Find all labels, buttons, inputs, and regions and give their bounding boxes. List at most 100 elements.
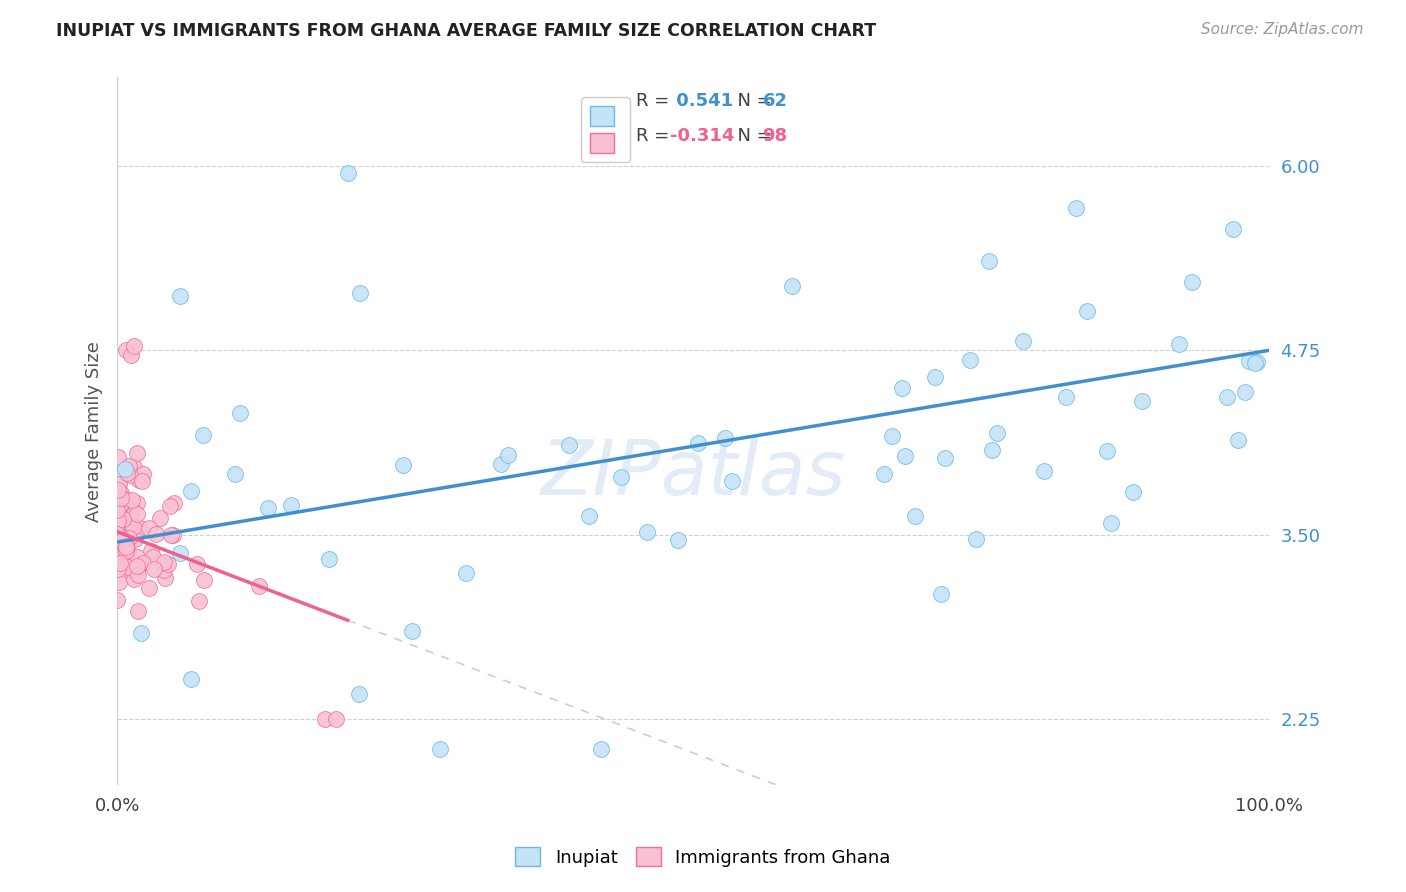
Legend: , : , <box>581 97 630 162</box>
Point <box>114 461 136 475</box>
Point <box>125 446 148 460</box>
Point <box>105 503 128 517</box>
Point <box>401 624 423 638</box>
Point <box>456 566 478 581</box>
Point <box>127 508 149 522</box>
Point <box>111 507 134 521</box>
Text: R =: R = <box>636 92 675 110</box>
Point <box>110 509 132 524</box>
Point <box>318 552 340 566</box>
Point <box>153 563 176 577</box>
Text: 0.541: 0.541 <box>671 92 734 110</box>
Point <box>139 544 162 558</box>
Point <box>188 594 211 608</box>
Point <box>280 498 302 512</box>
Point <box>124 532 146 546</box>
Point <box>1032 464 1054 478</box>
Point <box>110 498 132 512</box>
Point <box>714 431 737 445</box>
Point <box>1011 334 1033 348</box>
Point <box>924 370 946 384</box>
Point <box>159 499 181 513</box>
Point <box>117 544 139 558</box>
Point <box>142 550 165 565</box>
Point <box>882 429 904 443</box>
Point <box>118 459 141 474</box>
Point <box>105 593 128 607</box>
Point <box>159 528 181 542</box>
Text: 98: 98 <box>762 127 787 145</box>
Point <box>114 491 136 506</box>
Point <box>247 579 270 593</box>
Point <box>110 491 132 505</box>
Point <box>1064 201 1087 215</box>
Point <box>153 555 176 569</box>
Point <box>145 527 167 541</box>
Point <box>108 524 131 539</box>
Point <box>125 550 148 565</box>
Point <box>112 533 135 548</box>
Point <box>429 741 451 756</box>
Point <box>138 581 160 595</box>
Text: N =: N = <box>725 127 778 145</box>
Point <box>107 549 129 563</box>
Point <box>118 517 141 532</box>
Point <box>977 253 1000 268</box>
Point <box>157 557 180 571</box>
Point <box>934 450 956 465</box>
Point <box>108 523 131 537</box>
Point <box>890 381 912 395</box>
Point <box>120 515 142 529</box>
Point <box>108 528 131 542</box>
Point <box>688 436 710 450</box>
Text: Source: ZipAtlas.com: Source: ZipAtlas.com <box>1201 22 1364 37</box>
Point <box>107 560 129 574</box>
Y-axis label: Average Family Size: Average Family Size <box>86 341 103 522</box>
Point <box>112 511 135 525</box>
Point <box>111 496 134 510</box>
Point <box>1054 391 1077 405</box>
Point <box>1237 353 1260 368</box>
Point <box>193 573 215 587</box>
Point <box>128 521 150 535</box>
Point <box>108 575 131 590</box>
Point <box>129 626 152 640</box>
Point <box>904 509 927 524</box>
Point <box>591 741 613 756</box>
Point <box>107 515 129 529</box>
Point <box>110 556 132 570</box>
Point <box>610 470 633 484</box>
Point <box>108 528 131 542</box>
Point <box>114 498 136 512</box>
Point <box>127 495 149 509</box>
Point <box>1122 484 1144 499</box>
Point <box>959 353 981 368</box>
Point <box>107 483 129 497</box>
Point <box>120 467 142 482</box>
Point <box>107 516 129 531</box>
Point <box>229 406 252 420</box>
Point <box>138 521 160 535</box>
Point <box>118 564 141 578</box>
Point <box>894 449 917 463</box>
Point <box>780 278 803 293</box>
Point <box>180 484 202 499</box>
Point <box>107 516 129 530</box>
Point <box>105 526 128 541</box>
Point <box>105 508 128 522</box>
Point <box>929 587 952 601</box>
Point <box>391 458 413 472</box>
Point <box>121 503 143 517</box>
Point <box>115 544 138 558</box>
Point <box>115 343 138 358</box>
Point <box>336 166 359 180</box>
Point <box>162 528 184 542</box>
Point <box>1167 336 1189 351</box>
Point <box>111 536 134 550</box>
Point <box>132 467 155 482</box>
Text: INUPIAT VS IMMIGRANTS FROM GHANA AVERAGE FAMILY SIZE CORRELATION CHART: INUPIAT VS IMMIGRANTS FROM GHANA AVERAGE… <box>56 22 876 40</box>
Point <box>666 533 689 548</box>
Point <box>115 466 138 480</box>
Point <box>108 549 131 564</box>
Point <box>186 557 208 571</box>
